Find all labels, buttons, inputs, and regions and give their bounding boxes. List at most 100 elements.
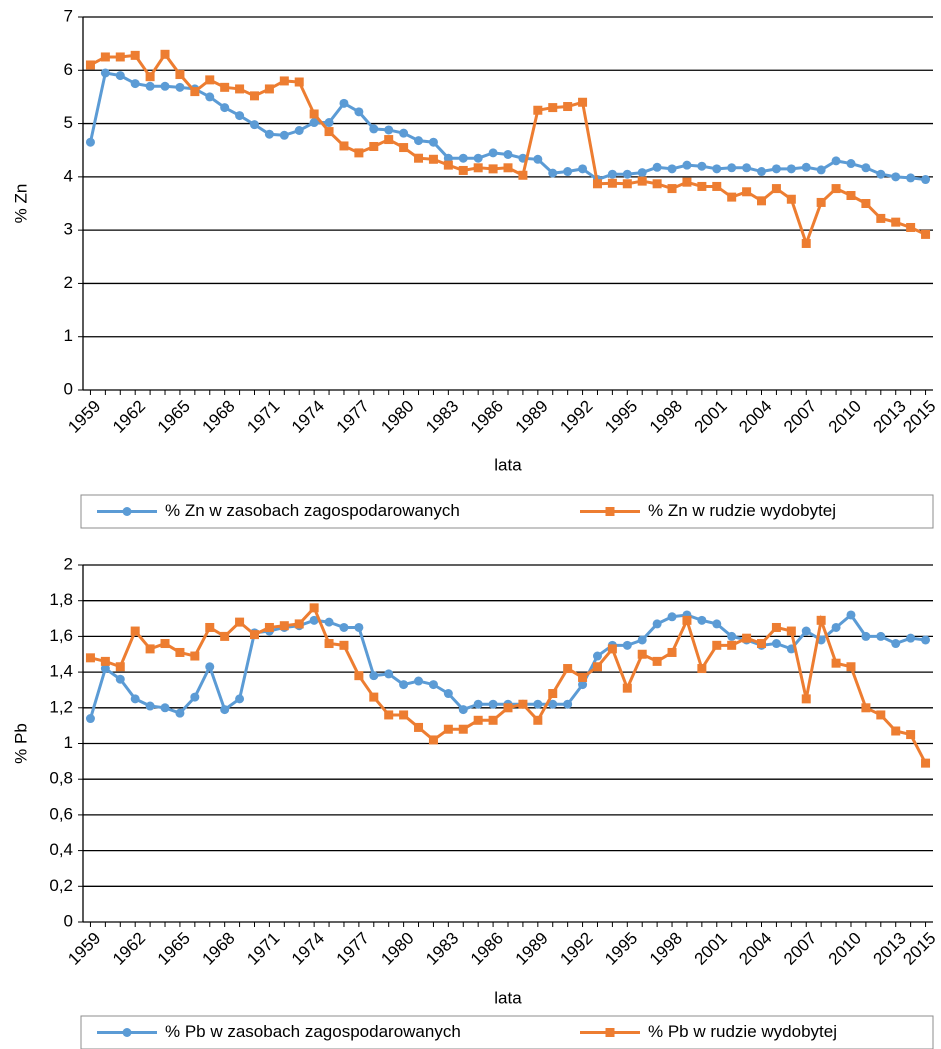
marker: [563, 664, 573, 674]
marker: [816, 197, 826, 207]
marker: [607, 644, 617, 654]
marker: [354, 671, 364, 681]
marker: [846, 191, 856, 201]
marker: [235, 694, 245, 704]
marker: [786, 164, 796, 174]
marker: [712, 164, 722, 174]
marker: [369, 671, 379, 681]
x-tick-label: 1965: [154, 397, 194, 437]
x-tick-label: 2001: [691, 929, 731, 969]
marker: [279, 76, 289, 86]
marker: [414, 722, 424, 732]
marker: [578, 97, 588, 107]
y-tick-label: 0,2: [49, 876, 73, 895]
marker: [861, 703, 871, 713]
marker: [443, 160, 453, 170]
marker: [369, 124, 379, 134]
marker: [324, 127, 334, 137]
marker: [85, 653, 95, 663]
marker: [205, 662, 215, 672]
x-tick-label: 2010: [825, 397, 865, 437]
x-tick-label: 1986: [467, 397, 507, 437]
x-tick-label: 1959: [64, 397, 104, 437]
marker: [130, 694, 140, 704]
legend-marker: [122, 507, 132, 516]
marker: [384, 135, 394, 145]
marker: [831, 184, 841, 194]
x-tick-label: 1983: [422, 929, 462, 969]
y-tick-label: 1: [64, 326, 73, 345]
marker: [682, 177, 692, 187]
legend-label: % Zn w rudzie wydobytej: [648, 501, 836, 520]
x-tick-label: 2013: [870, 397, 910, 437]
x-tick-label: 1974: [288, 929, 328, 969]
x-tick-label: 2001: [691, 397, 731, 437]
marker: [85, 137, 95, 147]
legend-label: % Pb w rudzie wydobytej: [648, 1022, 837, 1041]
marker: [369, 692, 379, 702]
marker: [443, 689, 453, 699]
marker: [235, 111, 245, 121]
marker: [115, 71, 125, 81]
x-tick-label: 2015: [899, 929, 939, 969]
y-tick-label: 2: [64, 554, 73, 573]
marker: [309, 615, 319, 625]
marker: [548, 103, 558, 113]
marker: [906, 173, 916, 183]
marker: [205, 622, 215, 632]
marker: [801, 238, 811, 248]
y-tick-label: 5: [64, 113, 73, 132]
marker: [771, 622, 781, 632]
marker: [906, 633, 916, 643]
marker: [578, 672, 588, 682]
marker: [100, 656, 110, 666]
marker: [816, 615, 826, 625]
marker: [205, 92, 215, 102]
y-tick-label: 1,6: [49, 626, 73, 645]
marker: [607, 169, 617, 179]
y-tick-label: 1,4: [49, 662, 73, 681]
marker: [399, 710, 409, 720]
marker: [279, 130, 289, 140]
marker: [294, 77, 304, 87]
y-tick-label: 1,2: [49, 697, 73, 716]
marker: [682, 160, 692, 170]
marker: [235, 84, 245, 94]
marker: [697, 161, 707, 171]
marker: [622, 169, 632, 179]
marker: [876, 169, 886, 179]
marker: [742, 187, 752, 197]
marker: [563, 167, 573, 177]
marker: [652, 656, 662, 666]
x-tick-label: 1995: [601, 397, 641, 437]
marker: [518, 170, 528, 180]
marker: [786, 626, 796, 636]
marker: [592, 179, 602, 189]
x-tick-label: 1962: [109, 929, 149, 969]
marker: [771, 184, 781, 194]
marker: [533, 154, 543, 164]
marker: [145, 701, 155, 711]
marker: [205, 75, 215, 85]
x-tick-label: 1992: [556, 397, 596, 437]
marker: [622, 179, 632, 189]
y-tick-label: 4: [64, 166, 73, 185]
x-tick-label: 1962: [109, 397, 149, 437]
marker: [85, 60, 95, 70]
marker: [354, 107, 364, 117]
marker: [727, 163, 737, 173]
marker: [473, 715, 483, 725]
marker: [428, 680, 438, 690]
marker: [682, 615, 692, 625]
marker: [831, 622, 841, 632]
marker: [160, 703, 170, 713]
marker: [473, 163, 483, 173]
y-tick-label: 0,4: [49, 840, 73, 859]
marker: [473, 153, 483, 163]
y-tick-label: 6: [64, 60, 73, 79]
marker: [294, 125, 304, 135]
marker: [816, 165, 826, 175]
y-tick-label: 2: [64, 273, 73, 292]
marker: [309, 118, 319, 128]
x-tick-label: 1998: [646, 929, 686, 969]
